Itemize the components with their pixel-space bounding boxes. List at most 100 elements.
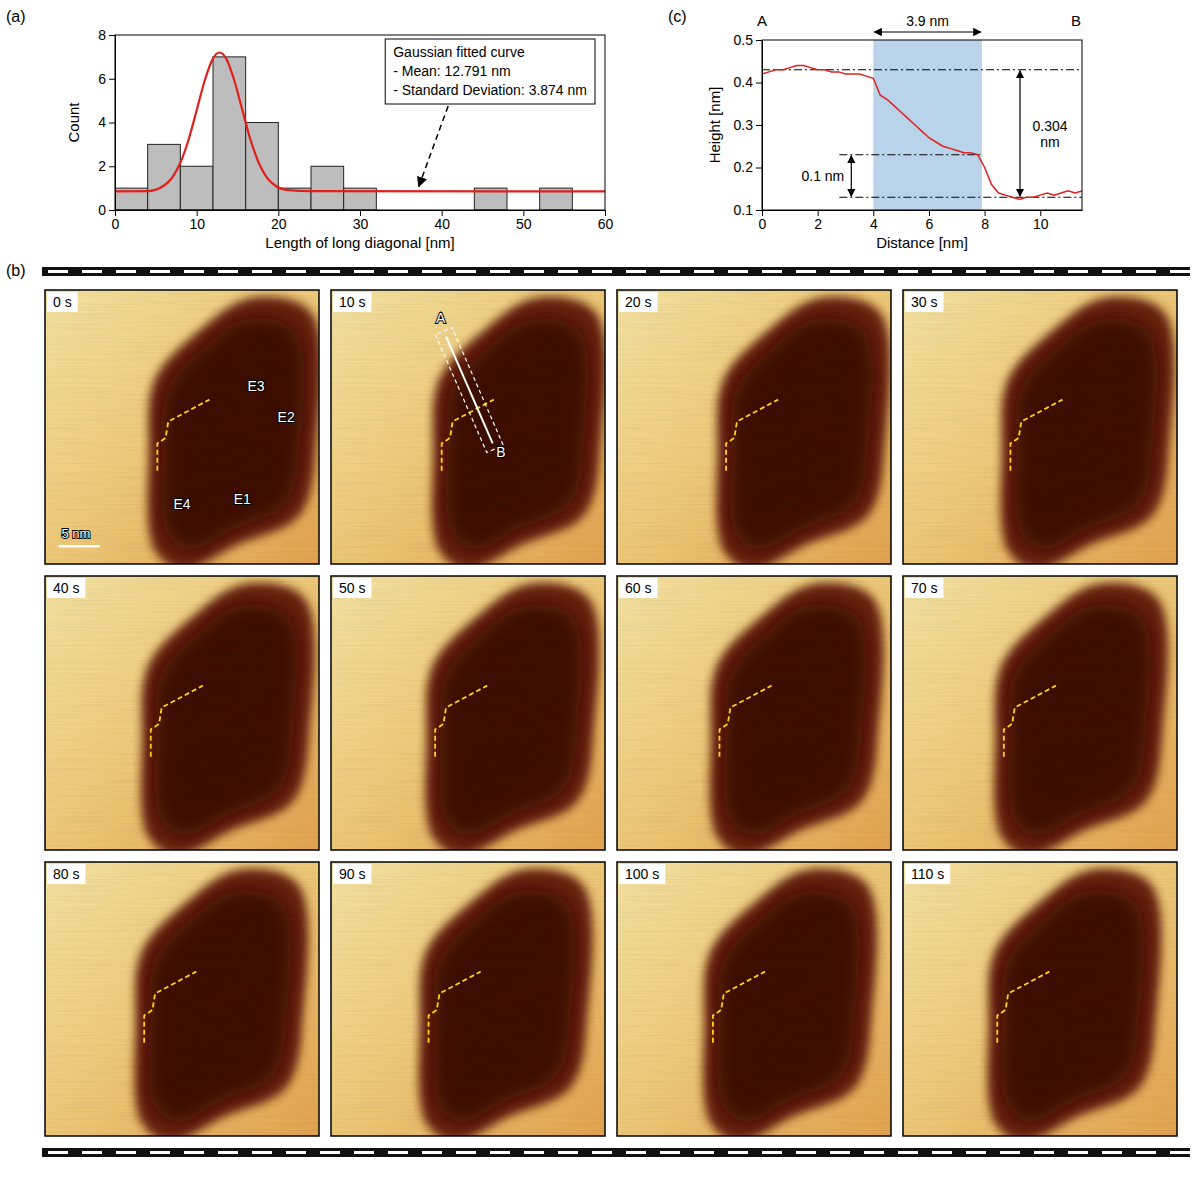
scan-texture (617, 290, 891, 564)
annotation-box: Gaussian fitted curve- Mean: 12.791 nm- … (385, 39, 595, 104)
step-edge-guide (157, 400, 209, 471)
scan-texture (45, 290, 319, 564)
axis-line (763, 210, 1083, 211)
frame-border (331, 862, 605, 1136)
axis: 0 2 4 6 8 10 (759, 210, 1083, 232)
time-label: 40 s (53, 580, 79, 596)
tick: 30 (353, 210, 369, 232)
profile-line (762, 66, 1082, 200)
axis: 0.1 0.2 0.3 0.4 0.5 (734, 32, 763, 218)
tick-mark (756, 83, 762, 84)
measure-label: 0.1 nm (801, 168, 844, 184)
time-label-background (47, 578, 85, 598)
bar (180, 166, 213, 210)
tick-label: 0 (98, 202, 106, 218)
panel-a: 010203040506002468Length of long diagona… (65, 27, 613, 251)
scan-texture (331, 576, 605, 850)
frame-background (45, 862, 319, 1136)
tick: 0.4 (734, 74, 762, 90)
tick: 4 (870, 210, 878, 232)
tick-label: 0.1 (734, 202, 754, 218)
afm-frame: 90 s (331, 862, 605, 1142)
tick-label: 6 (926, 216, 934, 232)
tick: 6 (98, 71, 115, 87)
scan-texture (45, 576, 319, 850)
step-edge-guide (997, 972, 1049, 1043)
time-label-background (905, 578, 943, 598)
panel-label: (a) (6, 8, 26, 25)
reference-line (839, 154, 982, 155)
afm-frame: 70 s (903, 576, 1177, 856)
tick-mark (756, 210, 762, 211)
time-label: 30 s (911, 294, 937, 310)
afm-frame: 20 s (617, 290, 891, 570)
frame-border (45, 576, 319, 850)
annotation-arrow (419, 106, 448, 186)
tick-label: 0 (112, 216, 120, 232)
tick: 40 (434, 210, 450, 232)
tick-label: 4 (870, 216, 878, 232)
tick: 0 (759, 210, 767, 232)
edge-label: E2 (278, 409, 295, 425)
tick-label: 0.2 (734, 159, 754, 175)
tick: 50 (516, 210, 532, 232)
tick: 8 (981, 210, 989, 232)
time-label: 0 s (53, 294, 72, 310)
tick-label: 8 (981, 216, 989, 232)
scan-texture (45, 862, 319, 1136)
scan-texture (331, 290, 605, 564)
axis-line (115, 36, 116, 211)
tick: 2 (98, 158, 115, 174)
frame-background (45, 290, 319, 564)
tick-label: 0.5 (734, 32, 754, 48)
frame-background (903, 290, 1177, 564)
time-label-background (333, 864, 371, 884)
time-label-background (333, 578, 371, 598)
end-label: B (1071, 12, 1081, 29)
time-label: 20 s (625, 294, 651, 310)
tick-label: 2 (98, 158, 106, 174)
afm-frame: 110 s (903, 862, 1177, 1142)
y-axis-title: Height [nm] (706, 87, 723, 164)
tick-label: 2 (814, 216, 822, 232)
frame-background (903, 576, 1177, 850)
bar (213, 57, 246, 210)
plot-frame (115, 35, 605, 210)
frame-background (617, 576, 891, 850)
tick-mark (756, 40, 762, 41)
time-label-background (47, 292, 78, 312)
tick: 10 (189, 210, 205, 232)
afm-frame: AB10 s (331, 290, 606, 570)
tick-mark (109, 166, 115, 167)
profile-box (435, 327, 503, 452)
afm-frame: E1E2E3E45 nm0 s (45, 290, 322, 570)
frame-background (617, 862, 891, 1136)
tick-label: 0.3 (734, 117, 754, 133)
afm-frame: 100 s (617, 862, 891, 1142)
plot-area (762, 40, 1082, 210)
scan-texture (617, 576, 891, 850)
tick-mark (109, 210, 115, 211)
tick: 10 (1033, 210, 1049, 232)
panel-label: (b) (6, 262, 26, 279)
tick: 20 (271, 210, 287, 232)
tick-label: 30 (353, 216, 369, 232)
frame-border (617, 862, 891, 1136)
width-arrow (874, 31, 981, 32)
step-edge-guide (1004, 686, 1056, 757)
time-label: 10 s (339, 294, 365, 310)
plot-frame (762, 40, 1082, 210)
tick: 0.2 (734, 159, 762, 175)
annotation-text: - Standard Deviation: 3.874 nm (393, 82, 587, 98)
bar (311, 166, 344, 210)
panel-label: (c) (668, 8, 687, 25)
figure: (a)010203040506002468Length of long diag… (0, 0, 1204, 1182)
profile-end-label: B (496, 444, 505, 460)
step-edge-guide (151, 686, 203, 757)
axis: 02468 (98, 27, 115, 218)
frame-border (331, 290, 605, 564)
step-edge-guide (1010, 400, 1062, 471)
scan-texture (903, 862, 1177, 1136)
frame-background (331, 576, 605, 850)
tick-mark (756, 168, 762, 169)
